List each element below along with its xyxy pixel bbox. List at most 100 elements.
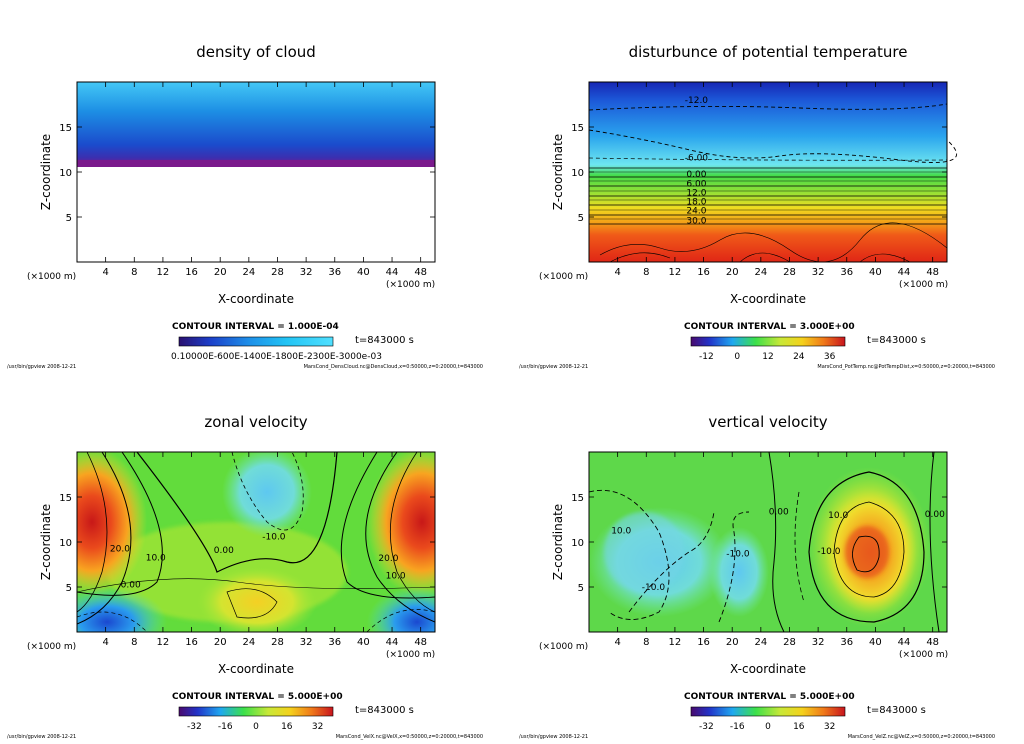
panel-title: disturbunce of potential temperature: [629, 43, 908, 61]
y-tick-label: 15: [59, 123, 72, 134]
x-tick-label: 8: [131, 267, 137, 278]
colorbar-labels: 0.10000E-600E-1400E-1800E-2300E-3000e-03: [171, 352, 382, 362]
x-tick-label: 20: [214, 267, 227, 278]
footer-right: MarsCond_VelX.nc@VelX,x=0:50000,z=0:2000…: [336, 734, 483, 740]
x-tick-label: 32: [812, 267, 825, 278]
contour-interval: CONTOUR INTERVAL = 3.000E+00: [684, 322, 855, 332]
x-tick-label: 24: [754, 267, 767, 278]
contour-interval: CONTOUR INTERVAL = 1.000E-04: [172, 322, 339, 332]
contour-interval: CONTOUR INTERVAL = 5.000E+00: [684, 692, 855, 702]
x-tick-label: 12: [157, 267, 170, 278]
colorbar-tick-label: 12: [762, 352, 773, 362]
x-tick-label: 40: [357, 267, 370, 278]
contour-label: 18.0: [686, 198, 706, 208]
colorbar-tick-label: 24: [793, 352, 805, 362]
x-tick-label: 36: [840, 267, 853, 278]
x-axis-ticks: 4 8 12 16 20 24 28 32 36 40 44 48: [102, 452, 427, 648]
z-axis-unit: (×1000 m): [539, 272, 588, 282]
panel-zonal-velocity: zonal velocity: [7, 413, 483, 740]
footer-left: /usr/bin/gpview 2008-12-21: [519, 364, 588, 370]
colorbar: [690, 336, 846, 347]
colorbar-tick-label: -32: [187, 722, 202, 732]
colorbar-tick-label: 0: [734, 352, 740, 362]
contour-label: 24.0: [686, 207, 706, 217]
panel-density-of-cloud: density of cloud 4 8 12 16 20 24 28 32 36 40 44 48 …: [7, 43, 483, 370]
colorbar: [178, 336, 334, 347]
time-stamp: t=843000 s: [867, 705, 926, 716]
x-tick-label: 4: [614, 267, 620, 278]
colorbar-ticks: -12 0 12 24 36: [699, 352, 836, 362]
x-tick-label: 44: [386, 637, 399, 648]
x-tick-label: 24: [754, 637, 767, 648]
y-tick-label: 15: [59, 493, 72, 504]
z-axis-unit: (×1000 m): [27, 272, 76, 282]
x-axis-ticks: 4 8 12 16 20 24 28 32 36 40 44 48: [102, 82, 427, 278]
contour-label: 10.0: [146, 553, 166, 563]
colorbar-tick-label: 32: [824, 722, 835, 732]
contour-labels: 20.0 10.0 0.00 0.00 -10.0 20.0 10.0: [110, 533, 406, 591]
colorbar-tick-label: 32: [312, 722, 323, 732]
x-tick-label: 4: [614, 637, 620, 648]
time-stamp: t=843000 s: [355, 705, 414, 716]
y-axis-title: Z-coordinate: [39, 134, 53, 210]
x-tick-label: 12: [669, 267, 682, 278]
x-tick-label: 16: [697, 637, 710, 648]
contour-label: 0.00: [769, 507, 789, 517]
x-tick-label: 20: [726, 267, 739, 278]
colorbar-ticks: -32 -16 0 16 32: [699, 722, 835, 732]
colorbar-tick-label: 0: [253, 722, 259, 732]
contour-label: -6.00: [685, 154, 709, 164]
colorbar-tick-label: 36: [824, 352, 836, 362]
colorbar-ticks: -32 -16 0 16 32: [187, 722, 323, 732]
y-axis-ticks: 5 10 15: [571, 123, 947, 224]
x-tick-label: 32: [812, 637, 825, 648]
colorbar-tick-label: -32: [699, 722, 714, 732]
x-axis-unit: (×1000 m): [386, 650, 435, 660]
y-axis-title: Z-coordinate: [551, 134, 565, 210]
contour-label: 20.0: [110, 544, 130, 554]
footer-right: MarsCond_VelZ.nc@VelZ,x=0:50000,z=0:2000…: [848, 734, 995, 740]
colorbar-tick-label: 0: [765, 722, 771, 732]
x-tick-label: 44: [898, 637, 911, 648]
time-stamp: t=843000 s: [867, 335, 926, 346]
y-tick-label: 10: [571, 168, 584, 179]
y-axis-title: Z-coordinate: [551, 504, 565, 580]
contour-label: 0.00: [925, 510, 945, 520]
z-axis-unit: (×1000 m): [27, 642, 76, 652]
x-tick-label: 28: [271, 637, 284, 648]
y-tick-label: 5: [578, 583, 584, 594]
contour-label: 20.0: [378, 554, 398, 564]
x-tick-label: 8: [643, 267, 649, 278]
contour-label: 0.00: [686, 170, 706, 180]
plot-field: [588, 82, 958, 263]
x-tick-label: 32: [300, 637, 313, 648]
x-tick-label: 8: [131, 637, 137, 648]
y-tick-label: 5: [578, 213, 584, 224]
contour-label: 30.0: [686, 217, 706, 227]
x-tick-label: 12: [669, 637, 682, 648]
y-tick-label: 10: [59, 168, 72, 179]
x-axis-ticks: 4 8 12 16 20 24 28 32 36 40 44 48: [614, 452, 939, 648]
contour-label: -10.0: [642, 583, 666, 593]
colorbar-tick-label: 16: [281, 722, 293, 732]
colorbar: [690, 706, 846, 717]
footer-left: /usr/bin/gpview 2008-12-21: [7, 364, 76, 370]
x-tick-label: 44: [386, 267, 399, 278]
contour-label: -10.0: [726, 550, 750, 560]
x-tick-label: 40: [869, 267, 882, 278]
contour-label: 10.0: [611, 526, 631, 536]
x-tick-label: 40: [357, 637, 370, 648]
x-tick-label: 36: [328, 267, 341, 278]
x-tick-label: 20: [214, 637, 227, 648]
x-axis-title: X-coordinate: [730, 292, 806, 306]
x-tick-label: 16: [185, 637, 198, 648]
plot-field: [589, 452, 947, 632]
footer-left: /usr/bin/gpview 2008-12-21: [519, 734, 588, 740]
x-tick-label: 12: [157, 637, 170, 648]
panel-title: density of cloud: [196, 43, 316, 61]
colorbar: [178, 706, 334, 717]
panel-vertical-velocity: vertical velocity 10.0-10.0-: [519, 413, 995, 740]
y-tick-label: 5: [66, 213, 72, 224]
